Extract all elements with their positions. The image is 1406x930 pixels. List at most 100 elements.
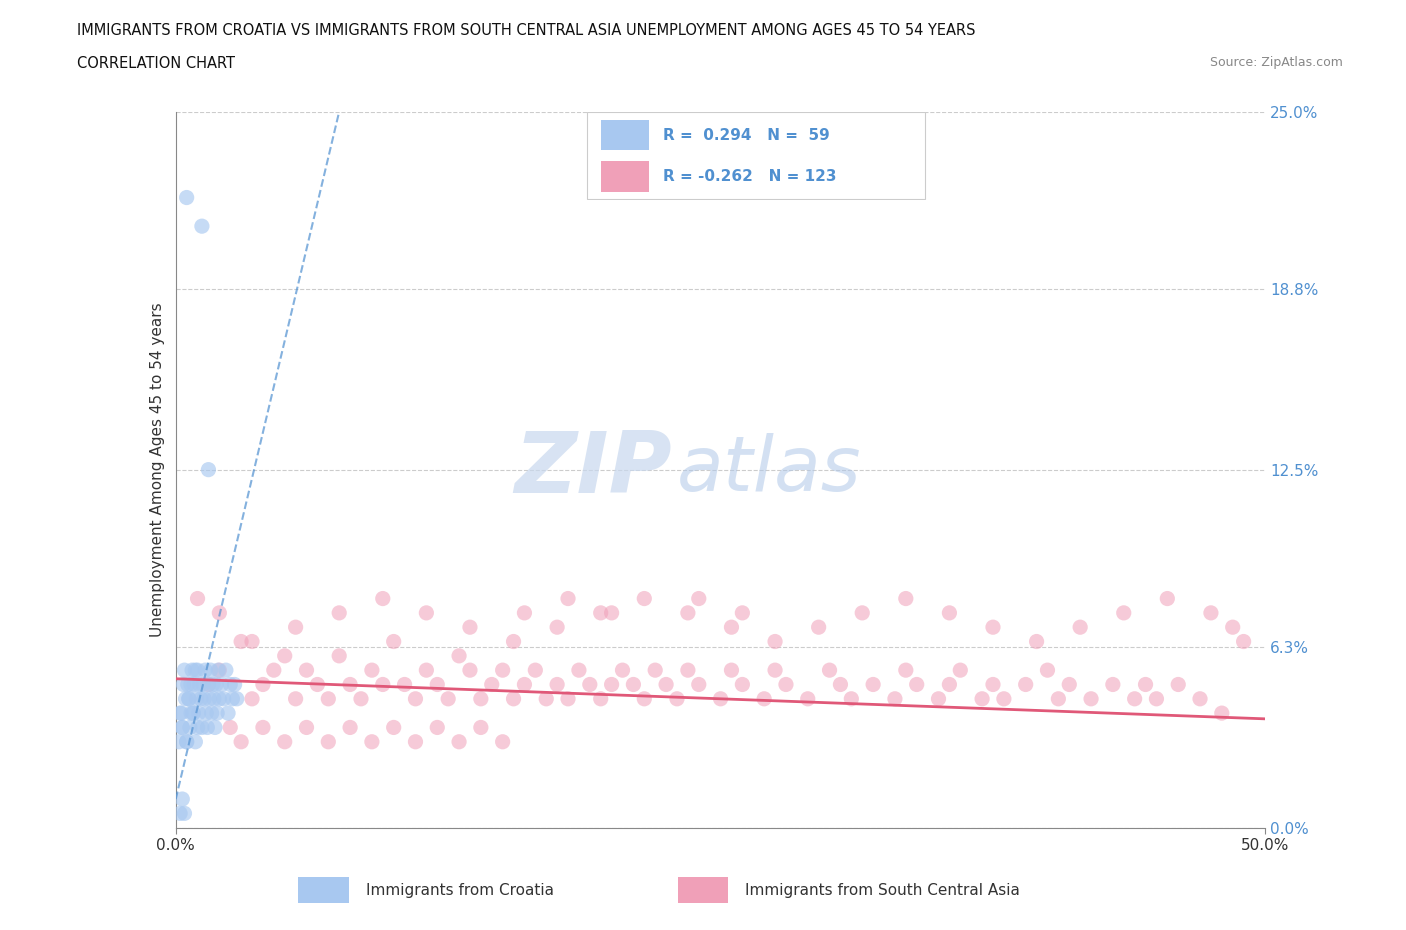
FancyBboxPatch shape bbox=[298, 878, 349, 904]
Point bbox=[1146, 691, 1168, 706]
Point bbox=[938, 677, 960, 692]
Point bbox=[447, 648, 470, 663]
Point bbox=[361, 735, 384, 750]
Point bbox=[173, 806, 195, 821]
Point bbox=[1167, 677, 1189, 692]
Point bbox=[830, 677, 852, 692]
Point bbox=[775, 677, 797, 692]
Point bbox=[458, 663, 481, 678]
Point bbox=[224, 677, 246, 692]
Point bbox=[513, 677, 536, 692]
Point bbox=[295, 663, 318, 678]
Point bbox=[1015, 677, 1038, 692]
Point bbox=[184, 663, 207, 678]
Point bbox=[183, 677, 205, 692]
Point bbox=[217, 706, 239, 721]
Point bbox=[557, 591, 579, 606]
Point bbox=[405, 691, 427, 706]
Point bbox=[688, 591, 710, 606]
Point bbox=[993, 691, 1015, 706]
Point bbox=[470, 720, 492, 735]
Point bbox=[1102, 677, 1125, 692]
Point bbox=[284, 691, 307, 706]
Point bbox=[172, 720, 194, 735]
Point bbox=[426, 677, 449, 692]
Point bbox=[193, 691, 215, 706]
Point bbox=[176, 735, 198, 750]
Point bbox=[905, 677, 928, 692]
Point bbox=[328, 648, 350, 663]
Point bbox=[221, 691, 243, 706]
Point bbox=[197, 677, 219, 692]
FancyBboxPatch shape bbox=[600, 120, 650, 151]
Text: R = -0.262   N = 123: R = -0.262 N = 123 bbox=[662, 169, 837, 184]
Point bbox=[1211, 706, 1233, 721]
FancyBboxPatch shape bbox=[678, 878, 728, 904]
Point bbox=[371, 677, 394, 692]
Point bbox=[201, 706, 224, 721]
Point bbox=[1123, 691, 1146, 706]
Point bbox=[546, 677, 568, 692]
Point bbox=[884, 691, 907, 706]
Point bbox=[169, 706, 191, 721]
Point bbox=[177, 691, 200, 706]
Point bbox=[851, 605, 873, 620]
Point bbox=[1036, 663, 1059, 678]
Point bbox=[240, 691, 263, 706]
FancyBboxPatch shape bbox=[600, 161, 650, 192]
Point bbox=[1233, 634, 1256, 649]
Point bbox=[666, 691, 689, 706]
Point bbox=[949, 663, 972, 678]
Point bbox=[458, 619, 481, 634]
Point bbox=[447, 735, 470, 750]
Text: R =  0.294   N =  59: R = 0.294 N = 59 bbox=[662, 127, 830, 142]
Point bbox=[208, 691, 231, 706]
Point bbox=[186, 691, 208, 706]
Point bbox=[295, 720, 318, 735]
Point bbox=[208, 605, 231, 620]
Point bbox=[731, 605, 754, 620]
Point bbox=[219, 720, 242, 735]
Point bbox=[938, 605, 960, 620]
Point bbox=[167, 735, 190, 750]
Point bbox=[818, 663, 841, 678]
Point bbox=[195, 706, 218, 721]
Point bbox=[180, 706, 202, 721]
Text: Immigrants from South Central Asia: Immigrants from South Central Asia bbox=[745, 883, 1021, 898]
Point bbox=[621, 677, 644, 692]
Point bbox=[502, 634, 524, 649]
Point bbox=[437, 691, 460, 706]
Point bbox=[1156, 591, 1178, 606]
Point bbox=[225, 691, 247, 706]
Point bbox=[981, 619, 1004, 634]
Point bbox=[339, 720, 361, 735]
Point bbox=[763, 663, 786, 678]
Point bbox=[589, 691, 612, 706]
Point bbox=[252, 720, 274, 735]
Text: IMMIGRANTS FROM CROATIA VS IMMIGRANTS FROM SOUTH CENTRAL ASIA UNEMPLOYMENT AMONG: IMMIGRANTS FROM CROATIA VS IMMIGRANTS FR… bbox=[77, 23, 976, 38]
Point bbox=[172, 791, 194, 806]
Point bbox=[191, 219, 214, 233]
Point bbox=[197, 677, 219, 692]
Point bbox=[191, 677, 214, 692]
Point bbox=[350, 691, 373, 706]
FancyBboxPatch shape bbox=[586, 113, 925, 199]
Point bbox=[415, 663, 437, 678]
Point bbox=[187, 706, 209, 721]
Point bbox=[797, 691, 820, 706]
Point bbox=[231, 634, 253, 649]
Point bbox=[524, 663, 547, 678]
Point bbox=[173, 663, 195, 678]
Point bbox=[181, 663, 204, 678]
Point bbox=[1189, 691, 1212, 706]
Point bbox=[972, 691, 994, 706]
Point bbox=[195, 720, 218, 735]
Point bbox=[1135, 677, 1157, 692]
Point bbox=[579, 677, 602, 692]
Point bbox=[205, 706, 228, 721]
Point bbox=[339, 677, 361, 692]
Point bbox=[284, 619, 307, 634]
Point bbox=[361, 663, 384, 678]
Point bbox=[190, 691, 212, 706]
Point bbox=[263, 663, 285, 678]
